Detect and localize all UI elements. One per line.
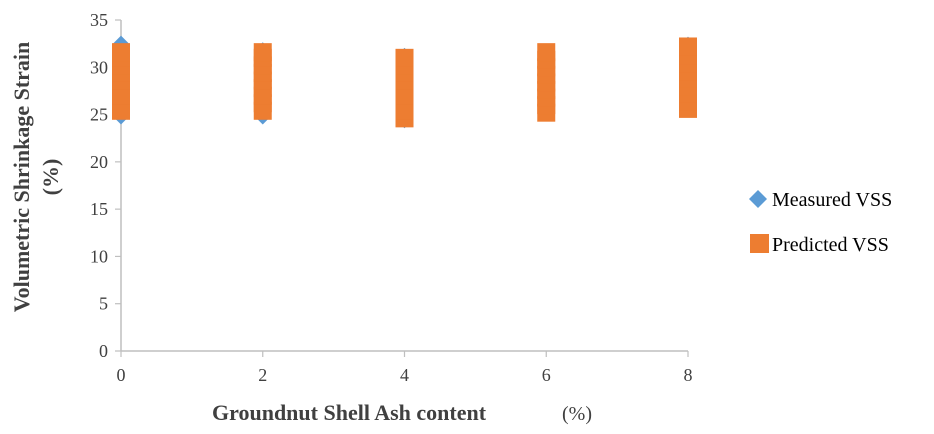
x-tick-label: 4 xyxy=(400,365,409,385)
x-tick-labels: 0 2 4 6 8 xyxy=(117,351,693,385)
legend: Measured VSS Predicted VSS xyxy=(749,189,892,256)
y-tick-label: 5 xyxy=(99,294,108,314)
x-tick-label: 2 xyxy=(258,365,267,385)
y-tick-label: 10 xyxy=(90,246,108,266)
predicted-point xyxy=(537,43,556,62)
predicted-series xyxy=(112,37,697,128)
y-tick-label: 35 xyxy=(90,10,108,30)
legend-label-measured: Measured VSS xyxy=(772,189,892,211)
y-tick-label: 15 xyxy=(90,199,108,219)
x-tick-label: 0 xyxy=(117,365,126,385)
y-axis-title-line1: Volumetric Shrinkage Strain xyxy=(9,42,34,313)
y-tick-label: 0 xyxy=(99,341,108,361)
y-tick-label: 30 xyxy=(90,57,108,77)
legend-square-marker xyxy=(750,234,769,253)
x-tick-label: 8 xyxy=(684,365,693,385)
x-axis-unit: (%) xyxy=(562,403,592,425)
predicted-point xyxy=(253,43,272,62)
predicted-point xyxy=(395,48,414,67)
legend-label-predicted: Predicted VSS xyxy=(772,234,889,256)
predicted-point xyxy=(112,43,130,62)
legend-diamond-marker xyxy=(749,190,767,208)
x-tick-label: 6 xyxy=(542,365,551,385)
y-tick-label: 20 xyxy=(90,152,108,172)
predicted-point xyxy=(679,37,697,56)
y-tick-labels: 0 5 10 15 20 25 30 35 xyxy=(90,10,121,361)
y-axis-title-line2: (%) xyxy=(38,159,63,196)
x-axis-title: Groundnut Shell Ash content xyxy=(212,400,487,425)
y-tick-label: 25 xyxy=(90,105,108,125)
